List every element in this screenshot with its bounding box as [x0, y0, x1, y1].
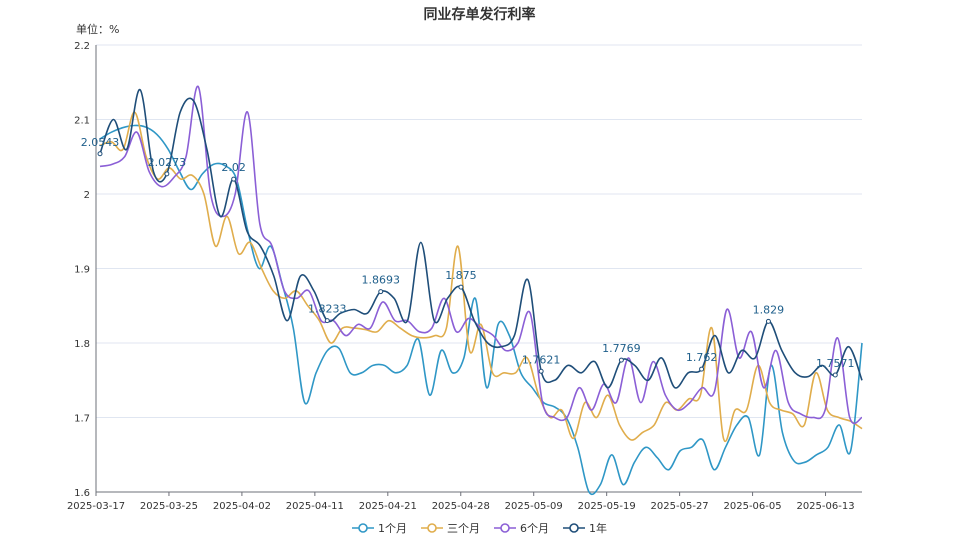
annotation-point [832, 372, 838, 378]
annotation-label: 1.8693 [361, 274, 400, 287]
legend-swatch-icon [563, 523, 585, 533]
annotation-point [538, 368, 544, 374]
x-tick-label: 2025-06-05 [724, 501, 782, 512]
annotation-point [324, 318, 330, 324]
legend-label: 6个月 [520, 522, 549, 535]
annotation-point [699, 366, 705, 372]
legend-swatch-icon [421, 523, 443, 533]
x-tick-label: 2025-04-02 [213, 501, 271, 512]
x-tick-label: 2025-04-11 [286, 501, 344, 512]
annotation-label: 1.875 [445, 269, 477, 282]
annotation-label: 1.762 [686, 351, 718, 364]
x-tick-label: 2025-03-17 [67, 501, 125, 512]
annotation-point [378, 289, 384, 295]
annotation-label: 1.7769 [602, 342, 641, 355]
annotation-point [458, 284, 464, 290]
legend-item-1[interactable]: 1个月 [352, 520, 407, 536]
x-tick-label: 2025-04-28 [432, 501, 490, 512]
legend-label: 1个月 [378, 522, 407, 535]
legend-label: 1年 [589, 522, 607, 535]
annotation-point [231, 176, 237, 182]
chart-title: 同业存单发行利率 [423, 7, 536, 23]
y-tick-label: 2 [84, 190, 90, 201]
legend-swatch-icon [494, 523, 516, 533]
y-tick-label: 1.8 [74, 339, 90, 350]
annotation-point [765, 318, 771, 324]
legend-item-4[interactable]: 1年 [563, 520, 607, 536]
series-line-4 [99, 88, 863, 389]
legend: 1个月 三个月 6个月 1年 [0, 520, 959, 536]
y-tick-label: 2.2 [74, 41, 90, 52]
annotation-label: 1.8233 [308, 303, 347, 316]
annotation-point [618, 357, 624, 363]
annotation-label: 1.7571 [816, 357, 855, 370]
series-line-3 [99, 85, 863, 425]
y-tick-label: 2.1 [74, 116, 90, 127]
legend-label: 三个月 [447, 522, 480, 535]
annotation-label: 2.0543 [81, 136, 120, 149]
x-tick-label: 2025-05-09 [505, 501, 563, 512]
series-line-2 [99, 111, 863, 443]
annotation-label: 1.7621 [522, 353, 561, 366]
annotation-label: 2.02 [221, 161, 246, 174]
y-tick-label: 1.9 [74, 265, 90, 276]
series-line-1 [99, 124, 863, 496]
x-tick-label: 2025-05-19 [578, 501, 636, 512]
annotation-label: 1.829 [753, 303, 785, 316]
annotation-point [97, 151, 103, 157]
x-tick-label: 2025-03-25 [140, 501, 198, 512]
legend-item-3[interactable]: 6个月 [494, 520, 549, 536]
annotation-label: 2.0273 [148, 156, 187, 169]
x-tick-label: 2025-04-21 [359, 501, 417, 512]
unit-label: 单位：% [76, 23, 120, 36]
x-tick-label: 2025-05-27 [651, 501, 709, 512]
x-tick-label: 2025-06-13 [796, 501, 854, 512]
legend-item-2[interactable]: 三个月 [421, 520, 480, 536]
legend-swatch-icon [352, 523, 374, 533]
y-tick-label: 1.6 [74, 488, 90, 499]
annotation-point [164, 171, 170, 177]
y-tick-label: 1.7 [74, 414, 90, 425]
